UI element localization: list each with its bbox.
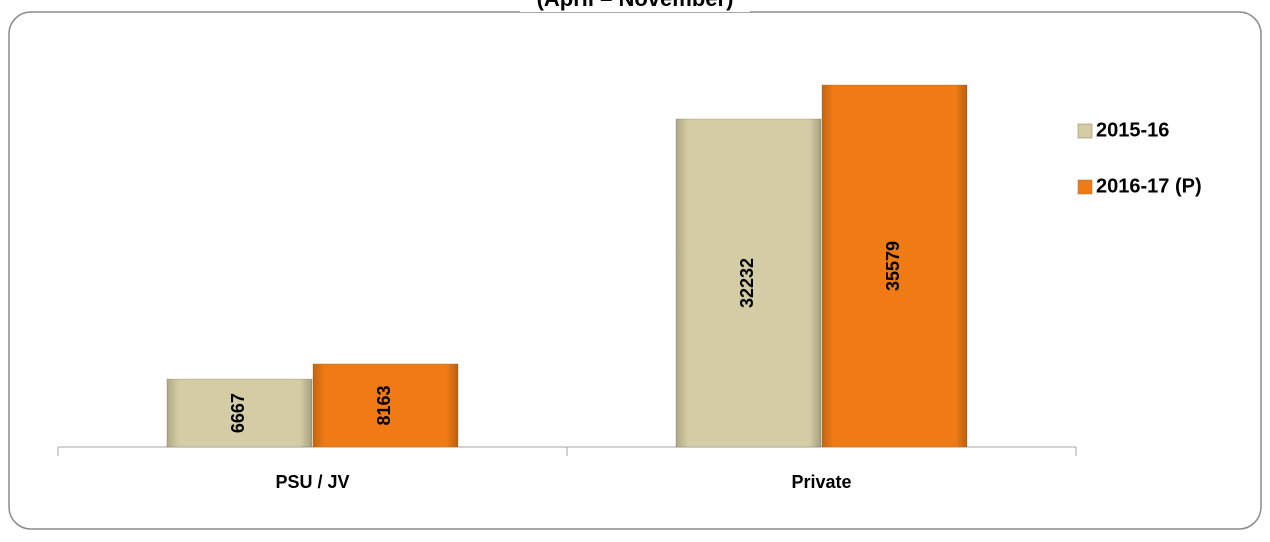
legend-label: 2016-17 (P) — [1096, 175, 1202, 197]
bar-shade — [167, 379, 312, 447]
legend: 2015-16 2016-17 (P) — [1077, 119, 1202, 197]
chart-title: (April – November) — [537, 0, 734, 11]
data-label: 35579 — [883, 241, 903, 291]
legend-swatch — [1077, 123, 1093, 139]
chart-frame — [8, 11, 1262, 530]
bar-shade — [822, 84, 967, 447]
legend-swatch — [1077, 179, 1093, 195]
data-label: 32232 — [737, 258, 757, 308]
legend-label: 2015-16 — [1096, 119, 1169, 141]
data-label: 8163 — [374, 385, 394, 425]
bar-shade — [313, 363, 458, 447]
title-backdrop — [520, 0, 750, 12]
x-tick-label: PSU / JV — [275, 472, 349, 492]
data-label: 6667 — [228, 393, 248, 433]
bar-shade — [676, 119, 821, 447]
x-tick-label: Private — [791, 472, 851, 492]
